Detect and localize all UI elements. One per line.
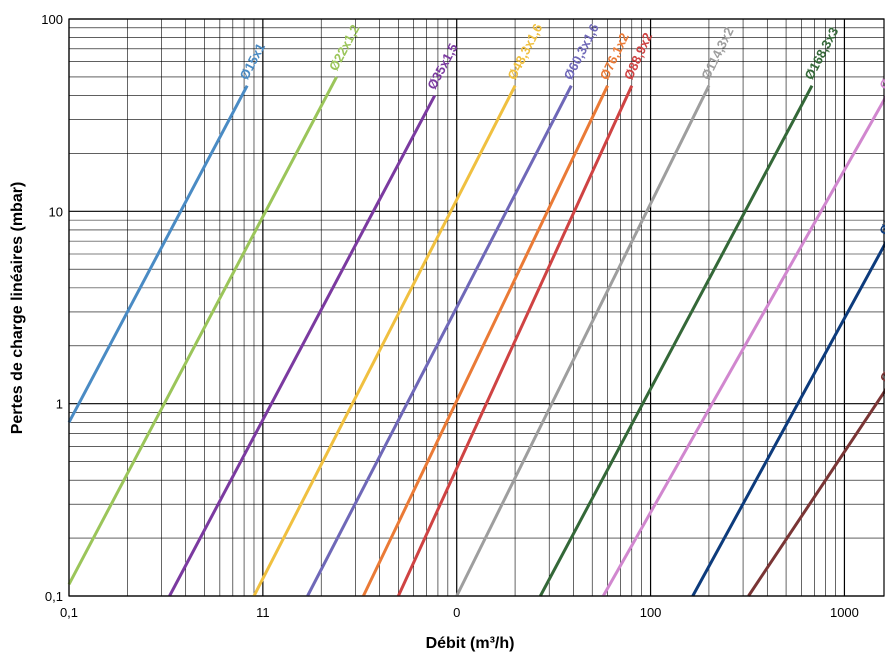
series-line-2 [168, 94, 437, 597]
y-tick-label: 100 [41, 12, 63, 27]
x-tick-label: 0 [453, 605, 460, 620]
series-line-8 [539, 84, 814, 597]
series-line-9 [601, 95, 885, 597]
series-line-5 [362, 85, 609, 597]
x-tick-labels: 0,1 11 0 100 1000 [60, 605, 859, 620]
x-tick-label: 1000 [830, 605, 859, 620]
series-line-3 [252, 85, 517, 597]
x-axis-title: Débit (m³/h) [426, 635, 515, 652]
plot-border [68, 18, 885, 597]
y-tick-label: 0,1 [45, 589, 63, 604]
series-line-11 [747, 388, 885, 597]
series-lines [67, 76, 885, 597]
y-tick-labels: 0,1 1 10 100 [41, 12, 63, 604]
y-tick-label: 1 [56, 397, 63, 412]
series-line-1 [67, 76, 338, 586]
x-tick-label: 0,1 [60, 605, 78, 620]
x-tick-label: 100 [640, 605, 662, 620]
series-line-0 [67, 84, 249, 424]
series-line-10 [691, 240, 885, 597]
y-axis-title: Pertes de charge linéaires (mbar) [9, 182, 26, 435]
x-tick-label: 11 [256, 605, 270, 620]
y-tick-label: 10 [49, 204, 63, 219]
series-line-7 [455, 85, 711, 597]
series-line-4 [306, 85, 573, 597]
series-line-6 [396, 85, 634, 597]
